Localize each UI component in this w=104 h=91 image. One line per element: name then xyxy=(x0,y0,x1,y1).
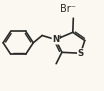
Text: S: S xyxy=(77,49,84,58)
Text: N: N xyxy=(52,35,59,44)
Text: Br⁻: Br⁻ xyxy=(60,4,76,14)
Text: +: + xyxy=(57,34,62,40)
